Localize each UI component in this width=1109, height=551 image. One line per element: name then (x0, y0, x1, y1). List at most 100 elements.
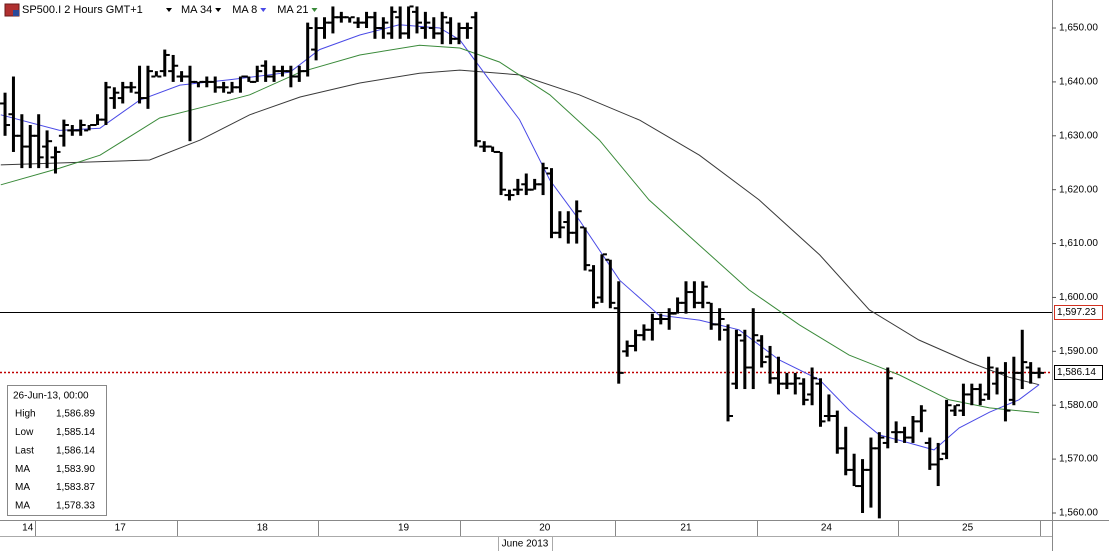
legend-entry[interactable]: MA 21 (277, 4, 308, 16)
ohlc-close (22, 145, 27, 148)
dropdown-arrow[interactable] (215, 8, 222, 12)
ohlc-range (180, 71, 184, 82)
ohlc-close (745, 366, 750, 369)
ohlc-close (451, 37, 456, 40)
dropdown-arrow[interactable] (260, 8, 267, 12)
ohlc-range (491, 146, 495, 152)
dropdown-arrow[interactable] (311, 8, 318, 12)
ohlc-open (378, 27, 383, 30)
ohlc-open (311, 48, 316, 51)
ohlc-range (1037, 367, 1041, 379)
ohlc-range (507, 189, 511, 201)
info-label: Last (15, 445, 34, 456)
ohlc-close (644, 328, 649, 331)
ohlc-open (697, 301, 702, 304)
ohlc-close (586, 264, 591, 267)
ohlc-range (1003, 362, 1007, 422)
ma-line (0, 69, 1040, 386)
info-label: High (15, 409, 36, 420)
ohlc-open (25, 145, 30, 148)
ohlc-range (264, 60, 268, 82)
ohlc-open (403, 32, 408, 35)
ohlc-range (852, 453, 856, 487)
dropdown-arrow[interactable] (166, 8, 172, 12)
ohlc-open (487, 145, 492, 148)
ohlc-open (680, 301, 685, 304)
x-tick-label: 20 (539, 523, 551, 534)
ohlc-close (367, 16, 372, 19)
ohlc-close (64, 124, 69, 127)
ohlc-open (50, 156, 55, 159)
ohlc-range (37, 114, 41, 169)
y-tick-label: 1,570.00 (1059, 454, 1098, 465)
info-value: 1,578.33 (56, 501, 95, 512)
ohlc-close (712, 323, 717, 326)
ohlc-range (776, 356, 780, 395)
info-date: 26-Jun-13, 00:00 (13, 391, 89, 402)
ohlc-range (894, 421, 898, 443)
ohlc-range (297, 65, 301, 82)
ohlc-close (829, 415, 834, 417)
ohlc-range (835, 410, 839, 454)
legend-entry[interactable]: MA 34 (181, 4, 212, 16)
ohlc-range (415, 6, 419, 34)
ohlc-close (115, 91, 120, 94)
ohlc-range (575, 200, 579, 244)
ohlc-open (638, 334, 643, 337)
ohlc-open (849, 468, 854, 471)
ohlc-range (20, 114, 24, 169)
ma-line (0, 44, 1040, 414)
ohlc-close (670, 312, 675, 315)
ohlc-close (300, 70, 305, 73)
legend-entry[interactable]: MA 8 (232, 4, 257, 16)
ohlc-range (230, 81, 234, 93)
ohlc-range (760, 335, 764, 368)
ohlc-close (434, 32, 439, 35)
ohlc-close (502, 188, 507, 191)
ohlc-open (798, 382, 803, 385)
ohlc-open (554, 231, 559, 234)
ohlc-open (8, 113, 13, 116)
ohlc-range (751, 308, 755, 390)
ohlc-range (104, 81, 108, 126)
ohlc-open (731, 382, 736, 385)
ohlc-range (163, 49, 167, 77)
ohlc-close (678, 301, 683, 304)
plot-area (0, 5, 1052, 519)
ohlc-range (322, 17, 326, 39)
ohlc-range (121, 81, 125, 104)
ohlc-range (87, 125, 91, 131)
ohlc-open (983, 393, 988, 396)
ohlc-open (739, 339, 744, 342)
ohlc-open (521, 183, 526, 186)
ohlc-range (617, 281, 621, 384)
ohlc-range (608, 259, 612, 309)
ohlc-open (470, 16, 475, 19)
ohlc-range (331, 6, 335, 34)
ohlc-close (392, 10, 397, 13)
instrument-title[interactable]: SP500.I 2 Hours GMT+1 (22, 4, 143, 16)
ohlc-close (779, 382, 784, 385)
ohlc-open (504, 194, 509, 197)
ohlc-open (596, 296, 601, 299)
ohlc-open (571, 231, 576, 234)
ohlc-range (516, 178, 520, 196)
ohlc-close (56, 150, 61, 153)
info-value: 1,586.14 (56, 445, 95, 456)
y-tick-label: 1,650.00 (1059, 23, 1098, 34)
ohlc-close (275, 70, 280, 73)
ohlc-range (524, 173, 528, 196)
ohlc-close (888, 377, 893, 380)
info-value: 1,585.14 (56, 427, 95, 438)
ohlc-close (1031, 371, 1036, 374)
ohlc-close (796, 377, 801, 380)
ohlc-open (462, 27, 467, 30)
ohlc-open (765, 355, 770, 358)
info-panel-frame (7, 385, 107, 516)
ohlc-open (672, 312, 677, 315)
x-tick-label: 24 (821, 523, 833, 534)
ohlc-close (258, 70, 263, 73)
ohlc-close (359, 21, 364, 24)
ohlc-open (428, 27, 433, 30)
ohlc-open (496, 150, 501, 153)
